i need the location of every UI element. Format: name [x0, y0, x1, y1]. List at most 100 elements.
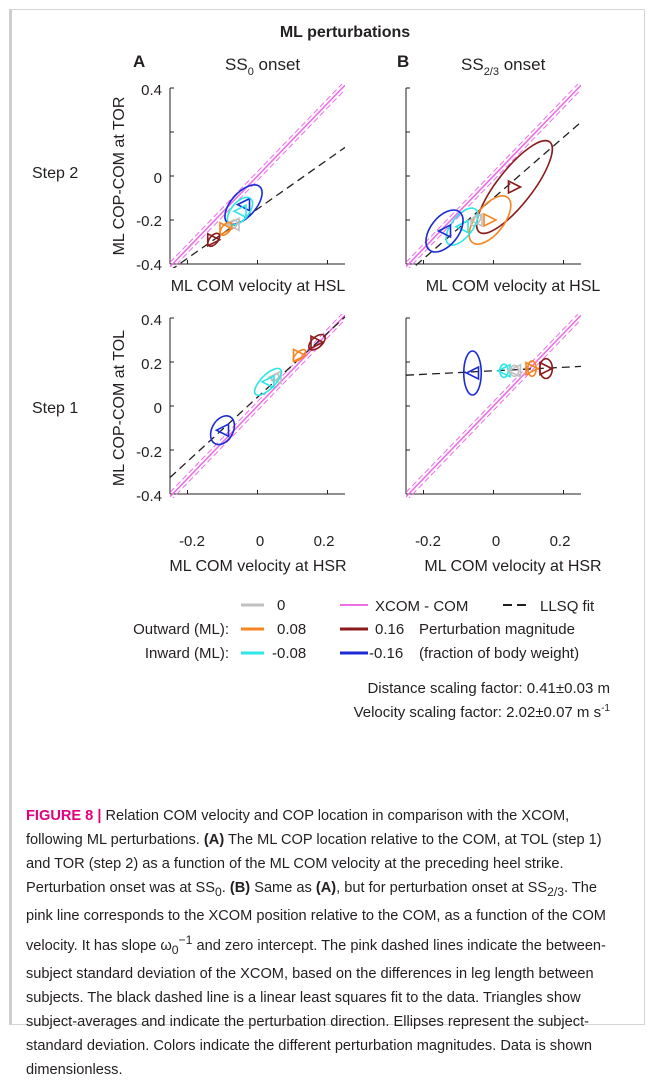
y-tick-label: -0.4	[136, 257, 162, 274]
caption-text: and zero intercept. The pink dashed line…	[26, 937, 606, 1078]
legend-magnitude-line1: Perturbation magnitude	[419, 621, 575, 638]
x-tick-label: -0.2	[179, 533, 205, 550]
sd-ellipse	[468, 195, 512, 245]
legend-out-small: 0.08	[277, 621, 306, 638]
figure-frame	[9, 9, 645, 1025]
scatter-panel-4	[405, 314, 581, 498]
mean-triangle	[260, 374, 275, 390]
sd-ellipse	[462, 350, 483, 396]
y-tick-label: -0.4	[136, 488, 162, 505]
llsq-fit-line	[406, 365, 581, 376]
panel-b-letter: B	[397, 52, 409, 71]
y-tick-label: 0.2	[141, 356, 162, 373]
legend-outward-label: Outward (ML):	[133, 621, 229, 638]
mean-triangle	[206, 232, 222, 248]
mean-triangle	[310, 334, 325, 350]
figure-8: ML perturbations A SS0 onset B SS2/3 ons…	[32, 24, 610, 721]
legend-out-large: 0.16	[375, 621, 404, 638]
mean-triangle	[507, 179, 523, 195]
mean-triangle	[292, 348, 308, 363]
scatter-panel-2	[405, 84, 581, 268]
caption-text: The ML COP location relative to the COM,…	[26, 832, 602, 896]
legend: 0 XCOM - COM LLSQ fit Outward (ML): 0.08…	[133, 597, 610, 721]
caption-omega-sub: 0	[171, 942, 179, 957]
x-tick-label: 0.2	[314, 533, 335, 550]
caption-text: .	[221, 880, 230, 896]
caption-text: . The pink line corresponds to the XCOM …	[26, 880, 606, 954]
xcom-sd-line	[406, 314, 579, 493]
mean-triangle	[483, 212, 498, 228]
legend-in-small: -0.08	[272, 645, 306, 662]
sd-ellipse	[425, 209, 464, 253]
scatter-panel-3	[169, 314, 345, 498]
caption-sub: 0	[215, 884, 222, 899]
x-axis-label-b-top: ML COM velocity at HSL	[426, 278, 601, 295]
caption-panel-a-ref: (A)	[315, 880, 337, 896]
figure-title: ML perturbations	[280, 24, 410, 41]
mean-triangle	[464, 365, 480, 381]
panel-a-onset: SS0 onset	[225, 55, 300, 78]
xcom-line	[406, 314, 581, 498]
sd-ellipse	[209, 415, 236, 446]
plot-content	[406, 84, 581, 268]
mean-triangle	[436, 223, 452, 239]
mean-triangle	[525, 361, 540, 376]
caption-panel-a-ref: (A)	[203, 832, 225, 848]
mean-triangle	[219, 221, 234, 237]
scatter-panel-1	[169, 84, 345, 268]
llsq-fit-line	[170, 316, 345, 478]
y-tick-label: 0	[154, 170, 162, 187]
velocity-scaling-factor: Velocity scaling factor: 2.02±0.07 m s-1	[354, 703, 611, 721]
sd-ellipse	[445, 207, 479, 246]
x-tick-label: 0	[256, 533, 264, 550]
caption-figure-label: FIGURE 8 |	[26, 808, 102, 824]
xcom-sd-line	[408, 89, 581, 268]
mean-triangle	[235, 197, 251, 212]
y-tick-label: 0.4	[141, 82, 162, 99]
mean-triangle	[267, 370, 282, 385]
y-axis-label-top: ML COP-COM at TOR	[111, 97, 128, 256]
mean-triangle	[232, 203, 247, 219]
xcom-line	[170, 314, 345, 498]
panel-b-onset: SS2/3 onset	[461, 55, 546, 78]
caption-text: , but for perturbation onset at SS	[336, 880, 548, 896]
xcom-line	[170, 84, 345, 268]
caption-text: Same as	[250, 880, 316, 896]
xcom-line	[406, 84, 581, 268]
xcom-sd-line	[170, 84, 343, 263]
y-tick-label: 0.4	[141, 312, 162, 329]
legend-inward-label: Inward (ML):	[145, 645, 229, 662]
y-axis-label-bottom: ML COP-COM at TOL	[111, 330, 128, 486]
x-tick-label: 0	[492, 533, 500, 550]
plot-content	[170, 314, 345, 498]
legend-zero: 0	[277, 597, 285, 614]
y-tick-label: 0	[154, 400, 162, 417]
distance-scaling-factor: Distance scaling factor: 0.41±0.03 m	[367, 680, 610, 697]
caption-omega-sup: −1	[178, 932, 193, 947]
row-label-step-2: Step 2	[32, 165, 78, 182]
caption-sub: 2/3	[547, 884, 564, 899]
plot-content	[170, 84, 345, 268]
legend-in-large: -0.16	[369, 645, 403, 662]
mean-triangle	[506, 363, 522, 379]
xcom-sd-line	[172, 89, 345, 268]
x-axis-label-a-bottom: ML COM velocity at HSR	[169, 558, 346, 575]
mean-triangle	[539, 361, 554, 376]
x-tick-label: -0.2	[415, 533, 441, 550]
row-label-step-1: Step 1	[32, 400, 78, 417]
sd-ellipse	[526, 360, 537, 378]
legend-xcom: XCOM - COM	[375, 598, 468, 615]
xcom-sd-line	[170, 314, 343, 493]
sd-ellipse	[509, 364, 520, 378]
panel-a-letter: A	[133, 52, 145, 71]
x-axis-label-b-bottom: ML COM velocity at HSR	[424, 558, 601, 575]
llsq-fit-line	[172, 146, 345, 268]
y-tick-label: -0.2	[136, 213, 162, 230]
sd-ellipse	[475, 139, 554, 235]
plot-content	[406, 314, 581, 498]
x-axis-label-a-top: ML COM velocity at HSL	[171, 278, 346, 295]
y-tick-label: -0.2	[136, 444, 162, 461]
mean-triangle	[214, 422, 230, 438]
caption-panel-b-ref: (B)	[229, 880, 251, 896]
legend-magnitude-line2: (fraction of body weight)	[419, 645, 579, 662]
